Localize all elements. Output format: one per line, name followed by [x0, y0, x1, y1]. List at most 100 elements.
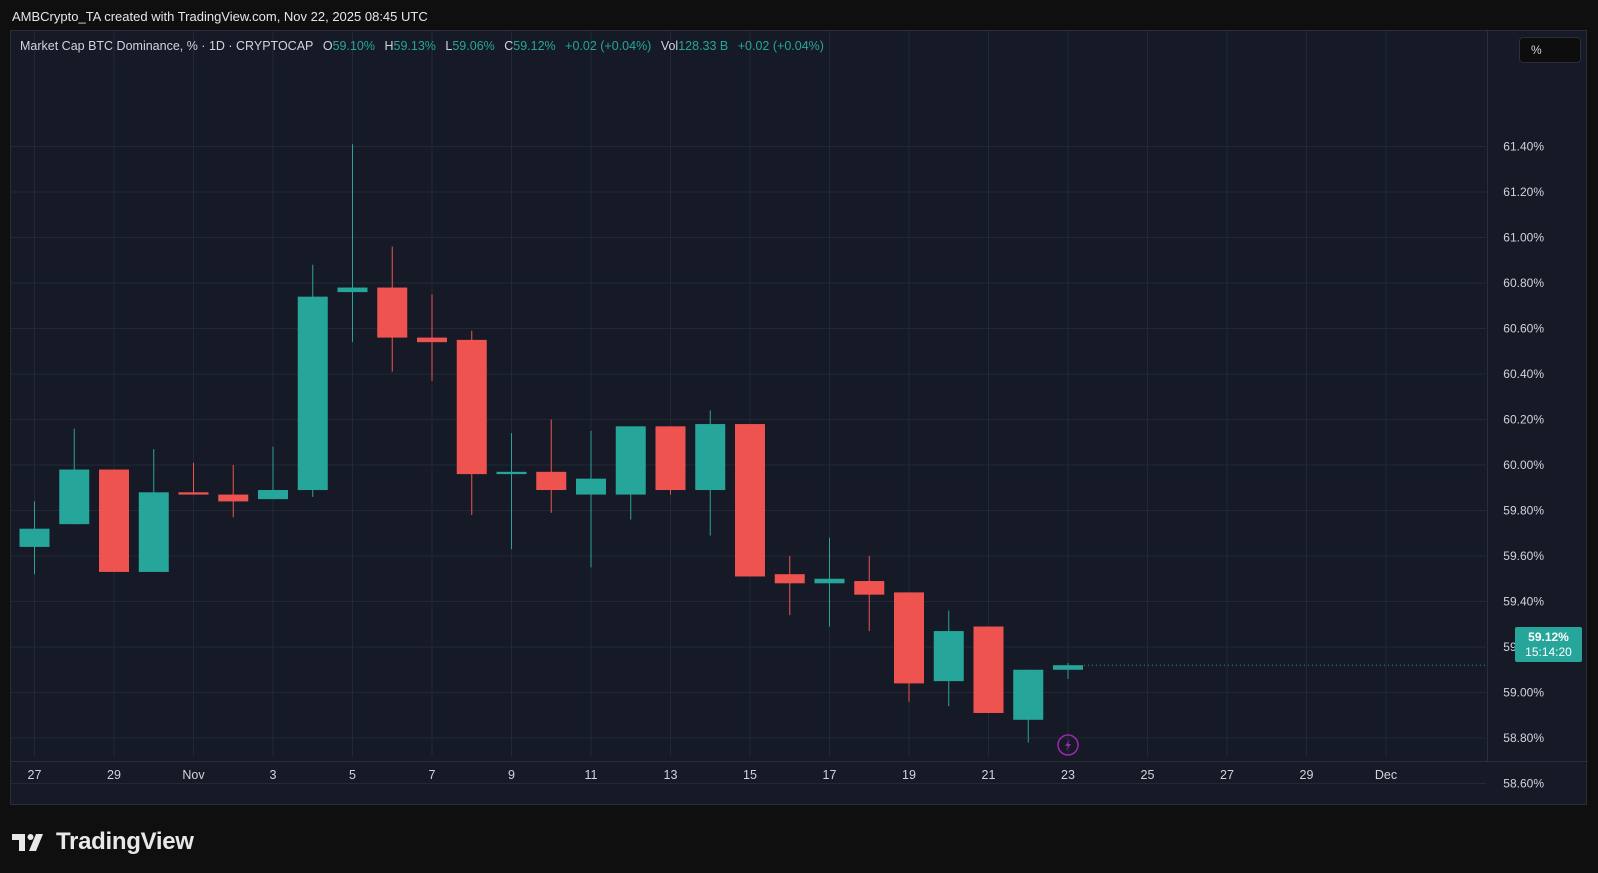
price-tick-label: 61.00%: [1503, 231, 1544, 245]
lightning-bolt-icon: [1065, 739, 1071, 751]
price-tick-label: 61.20%: [1503, 185, 1544, 199]
time-tick-label: 27: [28, 768, 42, 782]
price-tick-label: 60.60%: [1503, 322, 1544, 336]
tradingview-wordmark: TradingView: [56, 828, 194, 855]
price-tick-label: 58.60%: [1503, 777, 1544, 791]
candle-body: [417, 337, 447, 343]
bearish-candle[interactable]: [218, 465, 249, 518]
bullish-candle[interactable]: [59, 428, 90, 525]
price-tick-label: 58.80%: [1503, 731, 1544, 745]
bearish-candle[interactable]: [854, 556, 885, 632]
candle-body: [774, 574, 805, 584]
bullish-candle[interactable]: [1053, 662, 1083, 679]
time-tick-label: 7: [429, 768, 436, 782]
close-label: C: [504, 39, 514, 53]
candle-body: [735, 424, 765, 577]
bullish-candle[interactable]: [695, 410, 726, 536]
candle-body: [576, 478, 606, 495]
price-tick-label: 60.20%: [1503, 413, 1544, 427]
high-value: 59.13%: [393, 39, 436, 53]
symbol-title[interactable]: Market Cap BTC Dominance, % · 1D · CRYPT…: [20, 39, 314, 53]
bearish-candle[interactable]: [417, 294, 447, 381]
bearish-candle[interactable]: [456, 330, 487, 516]
candle-body: [615, 426, 646, 495]
bearish-candle[interactable]: [774, 556, 805, 616]
candle-body: [1013, 669, 1044, 720]
bearish-candle[interactable]: [655, 426, 686, 495]
time-tick-label: 9: [508, 768, 515, 782]
bullish-candle[interactable]: [297, 264, 328, 497]
time-tick-label: 29: [1300, 768, 1314, 782]
high-label: H: [384, 39, 394, 53]
time-tick-label: 25: [1141, 768, 1155, 782]
price-tick-label: 59.80%: [1503, 504, 1544, 518]
time-axis[interactable]: 27 29 Nov 3 5 7 9 11 13 15 17 19 21 23 25 27 29 Dec: [11, 761, 1588, 783]
candle-body: [814, 578, 845, 584]
bullish-candle[interactable]: [1013, 669, 1044, 743]
price-tick-label: 59.60%: [1503, 549, 1544, 563]
bullish-candle[interactable]: [138, 449, 169, 572]
time-tick-label: Nov: [182, 768, 205, 782]
time-tick-label: 13: [664, 768, 678, 782]
candle-body: [1053, 665, 1083, 670]
open-label: O: [322, 39, 333, 53]
event-marker[interactable]: [1057, 734, 1079, 756]
candle-body: [59, 469, 90, 525]
volume-label: Vol: [660, 39, 679, 53]
candle-body: [536, 471, 567, 491]
percent-mode-button[interactable]: %: [1519, 37, 1581, 63]
candle-body: [218, 494, 249, 502]
candle-body: [337, 287, 368, 293]
bullish-candle[interactable]: [933, 610, 964, 707]
candle-body: [894, 592, 924, 684]
price-axis[interactable]: 61.40% 61.20% 61.00% 60.80% 60.60% 60.40% 60.2…: [1487, 31, 1545, 791]
bullish-candle[interactable]: [19, 501, 50, 575]
bearish-candle[interactable]: [973, 626, 1004, 713]
bullish-candle[interactable]: [615, 426, 646, 520]
price-tick-label: 59.40%: [1503, 595, 1544, 609]
tradingview-brand[interactable]: TradingView: [12, 828, 194, 856]
lightning-event-icon[interactable]: [1057, 734, 1079, 756]
bullish-candle[interactable]: [337, 144, 368, 343]
close-value: 59.12%: [513, 39, 556, 53]
time-tick-label: Dec: [1375, 768, 1397, 782]
bearish-candle[interactable]: [735, 424, 765, 577]
last-price-label: 59.12% 15:14:20: [1515, 627, 1582, 662]
candle-body: [19, 528, 50, 547]
candle-body: [178, 492, 209, 495]
chart-pane[interactable]: 61.40% 61.20% 61.00% 60.80% 60.60% 60.40% 60.2…: [10, 30, 1588, 806]
bearish-candle[interactable]: [99, 469, 129, 572]
bullish-candle[interactable]: [814, 537, 845, 627]
tradingview-logo-icon: [12, 834, 43, 851]
candle-body: [297, 296, 328, 491]
price-tick-label: 60.40%: [1503, 367, 1544, 381]
bullish-candle[interactable]: [258, 446, 288, 500]
bullish-candle[interactable]: [496, 433, 527, 550]
candle-body: [138, 492, 169, 572]
symbol-legend: Market Cap BTC Dominance, % · 1D · CRYPT…: [20, 39, 824, 53]
candle-body: [933, 631, 964, 682]
volume-change-value: +0.02 (+0.04%): [737, 39, 824, 53]
price-tick-label: 61.40%: [1503, 140, 1544, 154]
price-tick-label: 60.00%: [1503, 458, 1544, 472]
candles: [19, 144, 1083, 743]
price-chart[interactable]: 61.40% 61.20% 61.00% 60.80% 60.60% 60.40% 60.2…: [11, 31, 1588, 806]
low-value: 59.06%: [452, 39, 495, 53]
bullish-candle[interactable]: [576, 430, 606, 568]
time-tick-label: 5: [349, 768, 356, 782]
time-tick-label: 11: [585, 768, 598, 782]
low-label: L: [445, 39, 453, 53]
last-price-value: 59.12%: [1528, 630, 1569, 644]
bearish-candle[interactable]: [377, 246, 408, 372]
bearish-candle[interactable]: [178, 462, 209, 495]
bearish-candle[interactable]: [894, 592, 924, 702]
time-tick-label: 17: [823, 768, 837, 782]
grid-lines: [11, 31, 1487, 784]
time-tick-label: 15: [743, 768, 757, 782]
bearish-candle[interactable]: [536, 419, 567, 513]
candle-body: [655, 426, 686, 491]
price-tick-label: 59.00%: [1503, 686, 1544, 700]
candle-body: [456, 339, 487, 475]
time-tick-label: 3: [270, 768, 277, 782]
time-tick-label: 29: [107, 768, 121, 782]
